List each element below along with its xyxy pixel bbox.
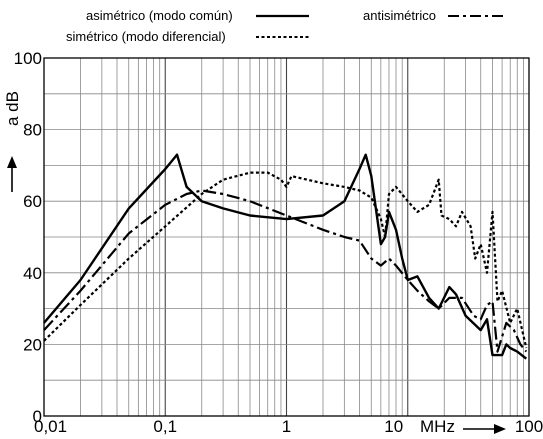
y-tick-label: 20 [23,335,42,354]
series-line-antisymmetric [43,189,528,353]
plot-frame [43,57,530,417]
legend-label-asymmetric: asimétrico (modo común) [86,8,233,23]
series-line-symmetric [43,171,528,349]
y-tick-label: 0 [33,407,42,426]
x-axis-arrow-head [494,424,506,434]
series-line-asymmetric [43,153,528,360]
x-tick-label: 1 [282,417,291,436]
x-tick-label: 0,01 [34,417,67,436]
y-tick-label: 60 [23,192,42,211]
legend-label-antisymmetric: antisimétrico [363,8,436,23]
legend-label-symmetric: simétrico (modo diferencial) [66,29,226,44]
x-tick-label: 100 [515,417,543,436]
legend: asimétrico (modo común) simétrico (modo … [66,8,503,44]
x-tick-label: 0,1 [153,417,177,436]
tick-labels: 0,01 0,1 1 10 100 0 20 40 60 80 100 [14,49,543,436]
y-axis-label: a dB [3,91,22,126]
x-axis-label: MHz [420,417,455,436]
y-tick-label: 100 [14,49,42,68]
y-tick-label: 80 [23,121,42,140]
chart-grid [44,58,529,416]
x-tick-label: 10 [384,417,403,436]
chart-series [43,153,528,360]
y-axis-arrow-head [7,156,17,168]
y-tick-label: 40 [23,264,42,283]
